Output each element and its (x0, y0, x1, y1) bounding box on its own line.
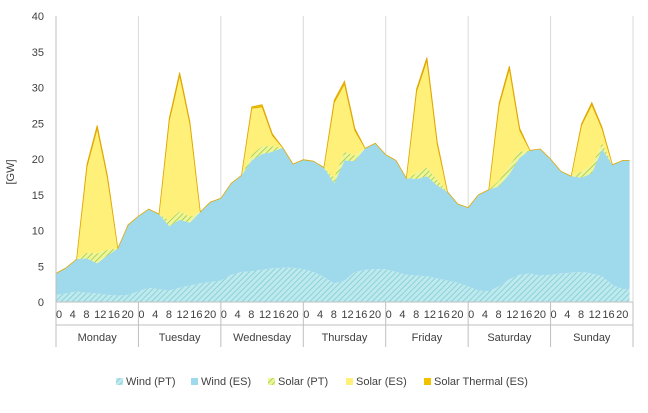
x-hour-tick-label: 20 (122, 309, 134, 321)
y-tick-label: 10 (32, 226, 44, 238)
x-hour-tick-label: 8 (83, 309, 89, 321)
area-wind-pt (56, 267, 630, 302)
x-hour-tick-label: 0 (551, 309, 557, 321)
day-label: Saturday (487, 332, 532, 344)
x-hour-tick-label: 0 (386, 309, 392, 321)
x-hour-tick-label: 12 (424, 309, 436, 321)
x-hour-tick-label: 20 (534, 309, 546, 321)
legend-swatch (191, 378, 198, 385)
x-hour-tick-label: 16 (108, 309, 120, 321)
x-hour-tick-label: 4 (564, 309, 570, 321)
x-hour-tick-label: 0 (138, 309, 144, 321)
x-hour-tick-label: 4 (152, 309, 158, 321)
legend-label: Solar Thermal (ES) (434, 376, 528, 388)
y-tick-label: 20 (32, 154, 44, 166)
x-hour-tick-label: 4 (235, 309, 241, 321)
area-solar-thermal-es (55, 57, 630, 274)
legend-swatch (268, 378, 275, 385)
day-label: Friday (412, 332, 443, 344)
x-hour-tick-label: 16 (438, 309, 450, 321)
x-hour-tick-label: 8 (413, 309, 419, 321)
day-label: Wednesday (233, 332, 291, 344)
x-hour-tick-label: 0 (303, 309, 309, 321)
legend-swatch (424, 378, 431, 385)
y-tick-label: 25 (32, 118, 44, 130)
x-hour-tick-label: 8 (248, 309, 254, 321)
x-hour-tick-label: 12 (94, 309, 106, 321)
day-label: Monday (78, 332, 118, 344)
x-hour-tick-label: 4 (399, 309, 405, 321)
x-hour-tick-label: 16 (355, 309, 367, 321)
x-hour-tick-label: 8 (331, 309, 337, 321)
x-hour-tick-label: 8 (578, 309, 584, 321)
x-hour-tick-label: 12 (506, 309, 518, 321)
x-hour-tick-label: 12 (341, 309, 353, 321)
x-hour-tick-label: 20 (616, 309, 628, 321)
x-hour-tick-label: 20 (451, 309, 463, 321)
x-hour-tick-label: 0 (468, 309, 474, 321)
y-tick-label: 30 (32, 83, 44, 95)
area-solar-es (56, 60, 630, 274)
legend-label: Solar (ES) (356, 376, 407, 388)
y-tick-label: 15 (32, 190, 44, 202)
legend: Wind (PT) Wind (ES) Solar (PT) Solar (ES) So… (116, 376, 528, 388)
area-wind-es (56, 143, 630, 296)
day-label: Sunday (573, 332, 611, 344)
legend-label: Wind (ES) (201, 376, 251, 388)
y-tick-label: 40 (32, 11, 44, 23)
x-hour-tick-label: 4 (317, 309, 323, 321)
y-tick-label: 0 (38, 297, 44, 309)
legend-swatch (116, 378, 123, 385)
x-hour-tick-label: 12 (259, 309, 271, 321)
y-axis-label: [GW] (5, 159, 17, 184)
x-hour-tick-label: 0 (221, 309, 227, 321)
legend-label: Wind (PT) (126, 376, 176, 388)
x-hour-tick-label: 4 (70, 309, 76, 321)
x-hour-tick-label: 16 (520, 309, 532, 321)
y-tick-label: 35 (32, 47, 44, 59)
x-hour-tick-label: 12 (589, 309, 601, 321)
day-label: Tuesday (159, 332, 201, 344)
x-hour-tick-label: 8 (496, 309, 502, 321)
x-hour-tick-label: 12 (177, 309, 189, 321)
day-label: Thursday (322, 332, 368, 344)
x-hour-tick-label: 20 (369, 309, 381, 321)
legend-swatch (346, 378, 353, 385)
x-hour-tick-label: 8 (166, 309, 172, 321)
x-hour-tick-label: 20 (204, 309, 216, 321)
legend-label: Solar (PT) (278, 376, 328, 388)
x-hour-tick-label: 20 (286, 309, 298, 321)
x-hour-tick-label: 16 (190, 309, 202, 321)
y-tick-label: 5 (38, 261, 44, 273)
x-hour-tick-label: 0 (56, 309, 62, 321)
x-hour-tick-label: 16 (273, 309, 285, 321)
x-hour-tick-label: 16 (602, 309, 614, 321)
x-hour-tick-label: 4 (482, 309, 488, 321)
series-areas (55, 57, 630, 302)
